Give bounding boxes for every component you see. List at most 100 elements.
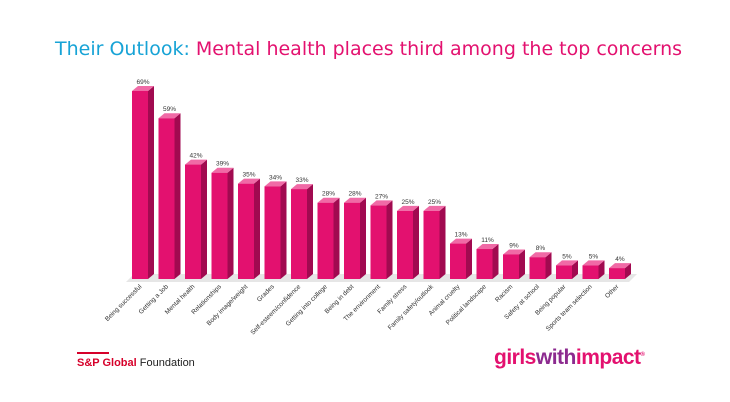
bar-side — [307, 184, 313, 279]
bar — [503, 249, 525, 279]
bar-side — [333, 197, 340, 279]
bar-top — [264, 181, 287, 187]
bar-top — [344, 197, 366, 203]
data-label: 5% — [589, 253, 599, 260]
bar-top — [556, 260, 578, 266]
bar-front — [397, 210, 413, 279]
bar-front — [582, 265, 599, 279]
logo-rule — [77, 352, 109, 354]
bar-top — [609, 263, 631, 269]
bar-side — [598, 260, 605, 279]
bar-front — [609, 268, 625, 279]
bar — [423, 205, 446, 279]
bar — [344, 197, 366, 279]
logo-brand: S&P Global — [77, 357, 137, 369]
bar — [317, 197, 340, 279]
bar-top — [476, 244, 499, 250]
bar-front — [317, 202, 334, 279]
bar-side — [174, 113, 181, 280]
bar-top — [291, 184, 313, 190]
bar-front — [556, 265, 572, 279]
bar-side — [439, 205, 446, 279]
tick-label: Being successful — [104, 283, 144, 323]
title-main: Mental health places third among the top… — [195, 38, 683, 60]
bar — [476, 244, 499, 279]
bar — [370, 200, 393, 279]
data-label: 25% — [401, 199, 414, 206]
bar — [185, 159, 207, 279]
bar-side — [413, 205, 419, 279]
bar-top — [450, 238, 472, 244]
bar-side — [386, 200, 393, 279]
bar-top — [423, 205, 446, 211]
bar — [238, 178, 260, 279]
bar-top — [132, 86, 154, 91]
bar — [529, 252, 552, 279]
bar-top — [211, 167, 234, 173]
bar — [609, 263, 631, 279]
data-label: 33% — [295, 177, 308, 184]
tick-label: Self-esteem/confidence — [249, 283, 302, 336]
logo-word-girls: girls — [494, 346, 536, 369]
bar-top — [397, 205, 419, 211]
bar-top — [185, 159, 207, 165]
title-prefix: Their Outlook: — [55, 38, 190, 60]
bar-side — [519, 249, 525, 279]
bar-top — [582, 260, 605, 266]
data-label: 28% — [322, 191, 335, 198]
data-label: 4% — [615, 256, 625, 263]
tick-label: Other — [604, 283, 621, 300]
bar — [132, 86, 154, 279]
bar-front — [503, 254, 519, 279]
girls-with-impact-logo: girlswithimpact® — [494, 346, 645, 370]
tick-label: Family safety/outlook — [387, 283, 436, 332]
data-label: 28% — [348, 191, 361, 198]
logo-word-with: with — [535, 346, 577, 369]
logo-word-impact: impact — [575, 346, 641, 369]
bar-side — [280, 181, 287, 279]
bar-front — [291, 189, 307, 279]
bar-side — [492, 244, 499, 279]
data-label: 8% — [536, 245, 546, 252]
bar-front — [264, 186, 281, 279]
bar-top — [238, 178, 260, 184]
bar-top — [317, 197, 340, 203]
bar — [450, 238, 472, 279]
logo-suffix: Foundation — [136, 357, 195, 369]
bar — [556, 260, 578, 279]
data-label: 5% — [562, 253, 572, 260]
data-label: 34% — [269, 174, 282, 181]
data-label: 13% — [454, 232, 467, 239]
bar-front — [158, 118, 175, 280]
bar-front — [476, 249, 493, 279]
bar-top — [529, 252, 552, 258]
data-label: 11% — [481, 237, 494, 244]
data-label: 42% — [189, 153, 202, 160]
data-label: 27% — [375, 193, 388, 200]
bar-front — [211, 172, 228, 279]
bar-front — [423, 210, 440, 279]
data-label: 25% — [428, 199, 441, 206]
chart-title: Their Outlook: Mental health places thir… — [55, 38, 682, 60]
bar-top — [370, 200, 393, 206]
bar-side — [625, 263, 631, 279]
bar — [291, 184, 313, 279]
bar-top — [503, 249, 525, 255]
data-label: 9% — [509, 242, 519, 249]
bar-front — [450, 243, 466, 279]
bar — [582, 260, 605, 279]
data-label: 35% — [242, 172, 255, 179]
bar-side — [227, 167, 234, 279]
data-label: 59% — [163, 106, 176, 113]
bar-side — [201, 159, 207, 279]
tick-label: Grades — [256, 283, 277, 304]
bar-front — [529, 257, 546, 279]
bar-front — [185, 164, 201, 279]
bar — [158, 113, 181, 280]
registered-mark: ® — [640, 352, 645, 358]
bar-top — [158, 113, 181, 119]
tick-label: Racism — [494, 283, 514, 303]
data-label: 69% — [136, 79, 149, 86]
data-label: 39% — [216, 161, 229, 168]
